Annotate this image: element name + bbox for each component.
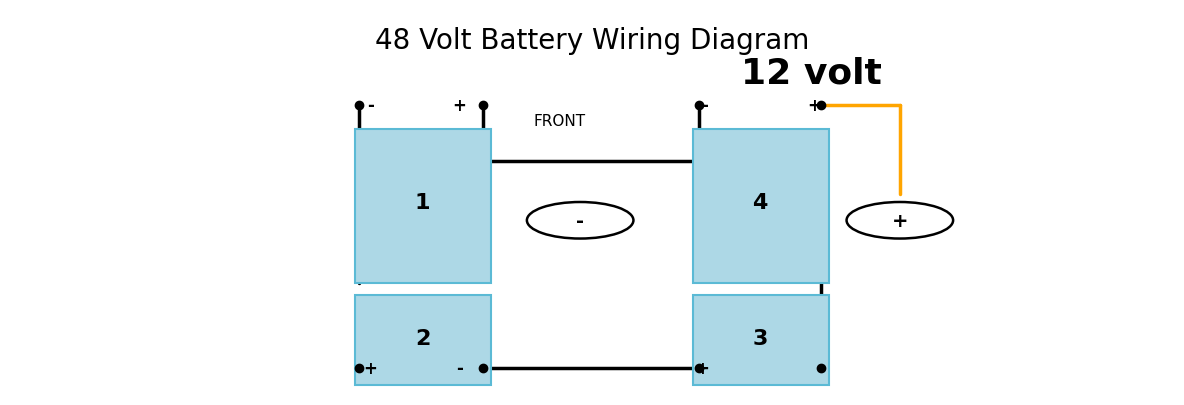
FancyBboxPatch shape — [355, 130, 491, 284]
Text: 48 Volt Battery Wiring Diagram: 48 Volt Battery Wiring Diagram — [375, 27, 809, 54]
Text: 3: 3 — [753, 328, 767, 348]
Text: 2: 2 — [416, 328, 430, 348]
Text: 4: 4 — [753, 192, 767, 213]
Text: FRONT: FRONT — [534, 114, 586, 129]
Text: -: - — [577, 211, 584, 230]
FancyBboxPatch shape — [693, 130, 829, 284]
Text: +: + — [452, 96, 466, 114]
Text: -: - — [701, 96, 708, 114]
Text: +: + — [695, 360, 709, 377]
Text: +: + — [807, 96, 822, 114]
Text: +: + — [363, 360, 378, 377]
FancyBboxPatch shape — [693, 296, 829, 385]
Circle shape — [847, 202, 953, 239]
Text: +: + — [892, 211, 908, 230]
Circle shape — [527, 202, 633, 239]
FancyBboxPatch shape — [355, 296, 491, 385]
Text: -: - — [367, 96, 374, 114]
Text: -: - — [456, 360, 463, 377]
Text: 1: 1 — [414, 192, 431, 213]
Text: 12 volt: 12 volt — [741, 56, 881, 90]
Text: -: - — [817, 360, 824, 377]
